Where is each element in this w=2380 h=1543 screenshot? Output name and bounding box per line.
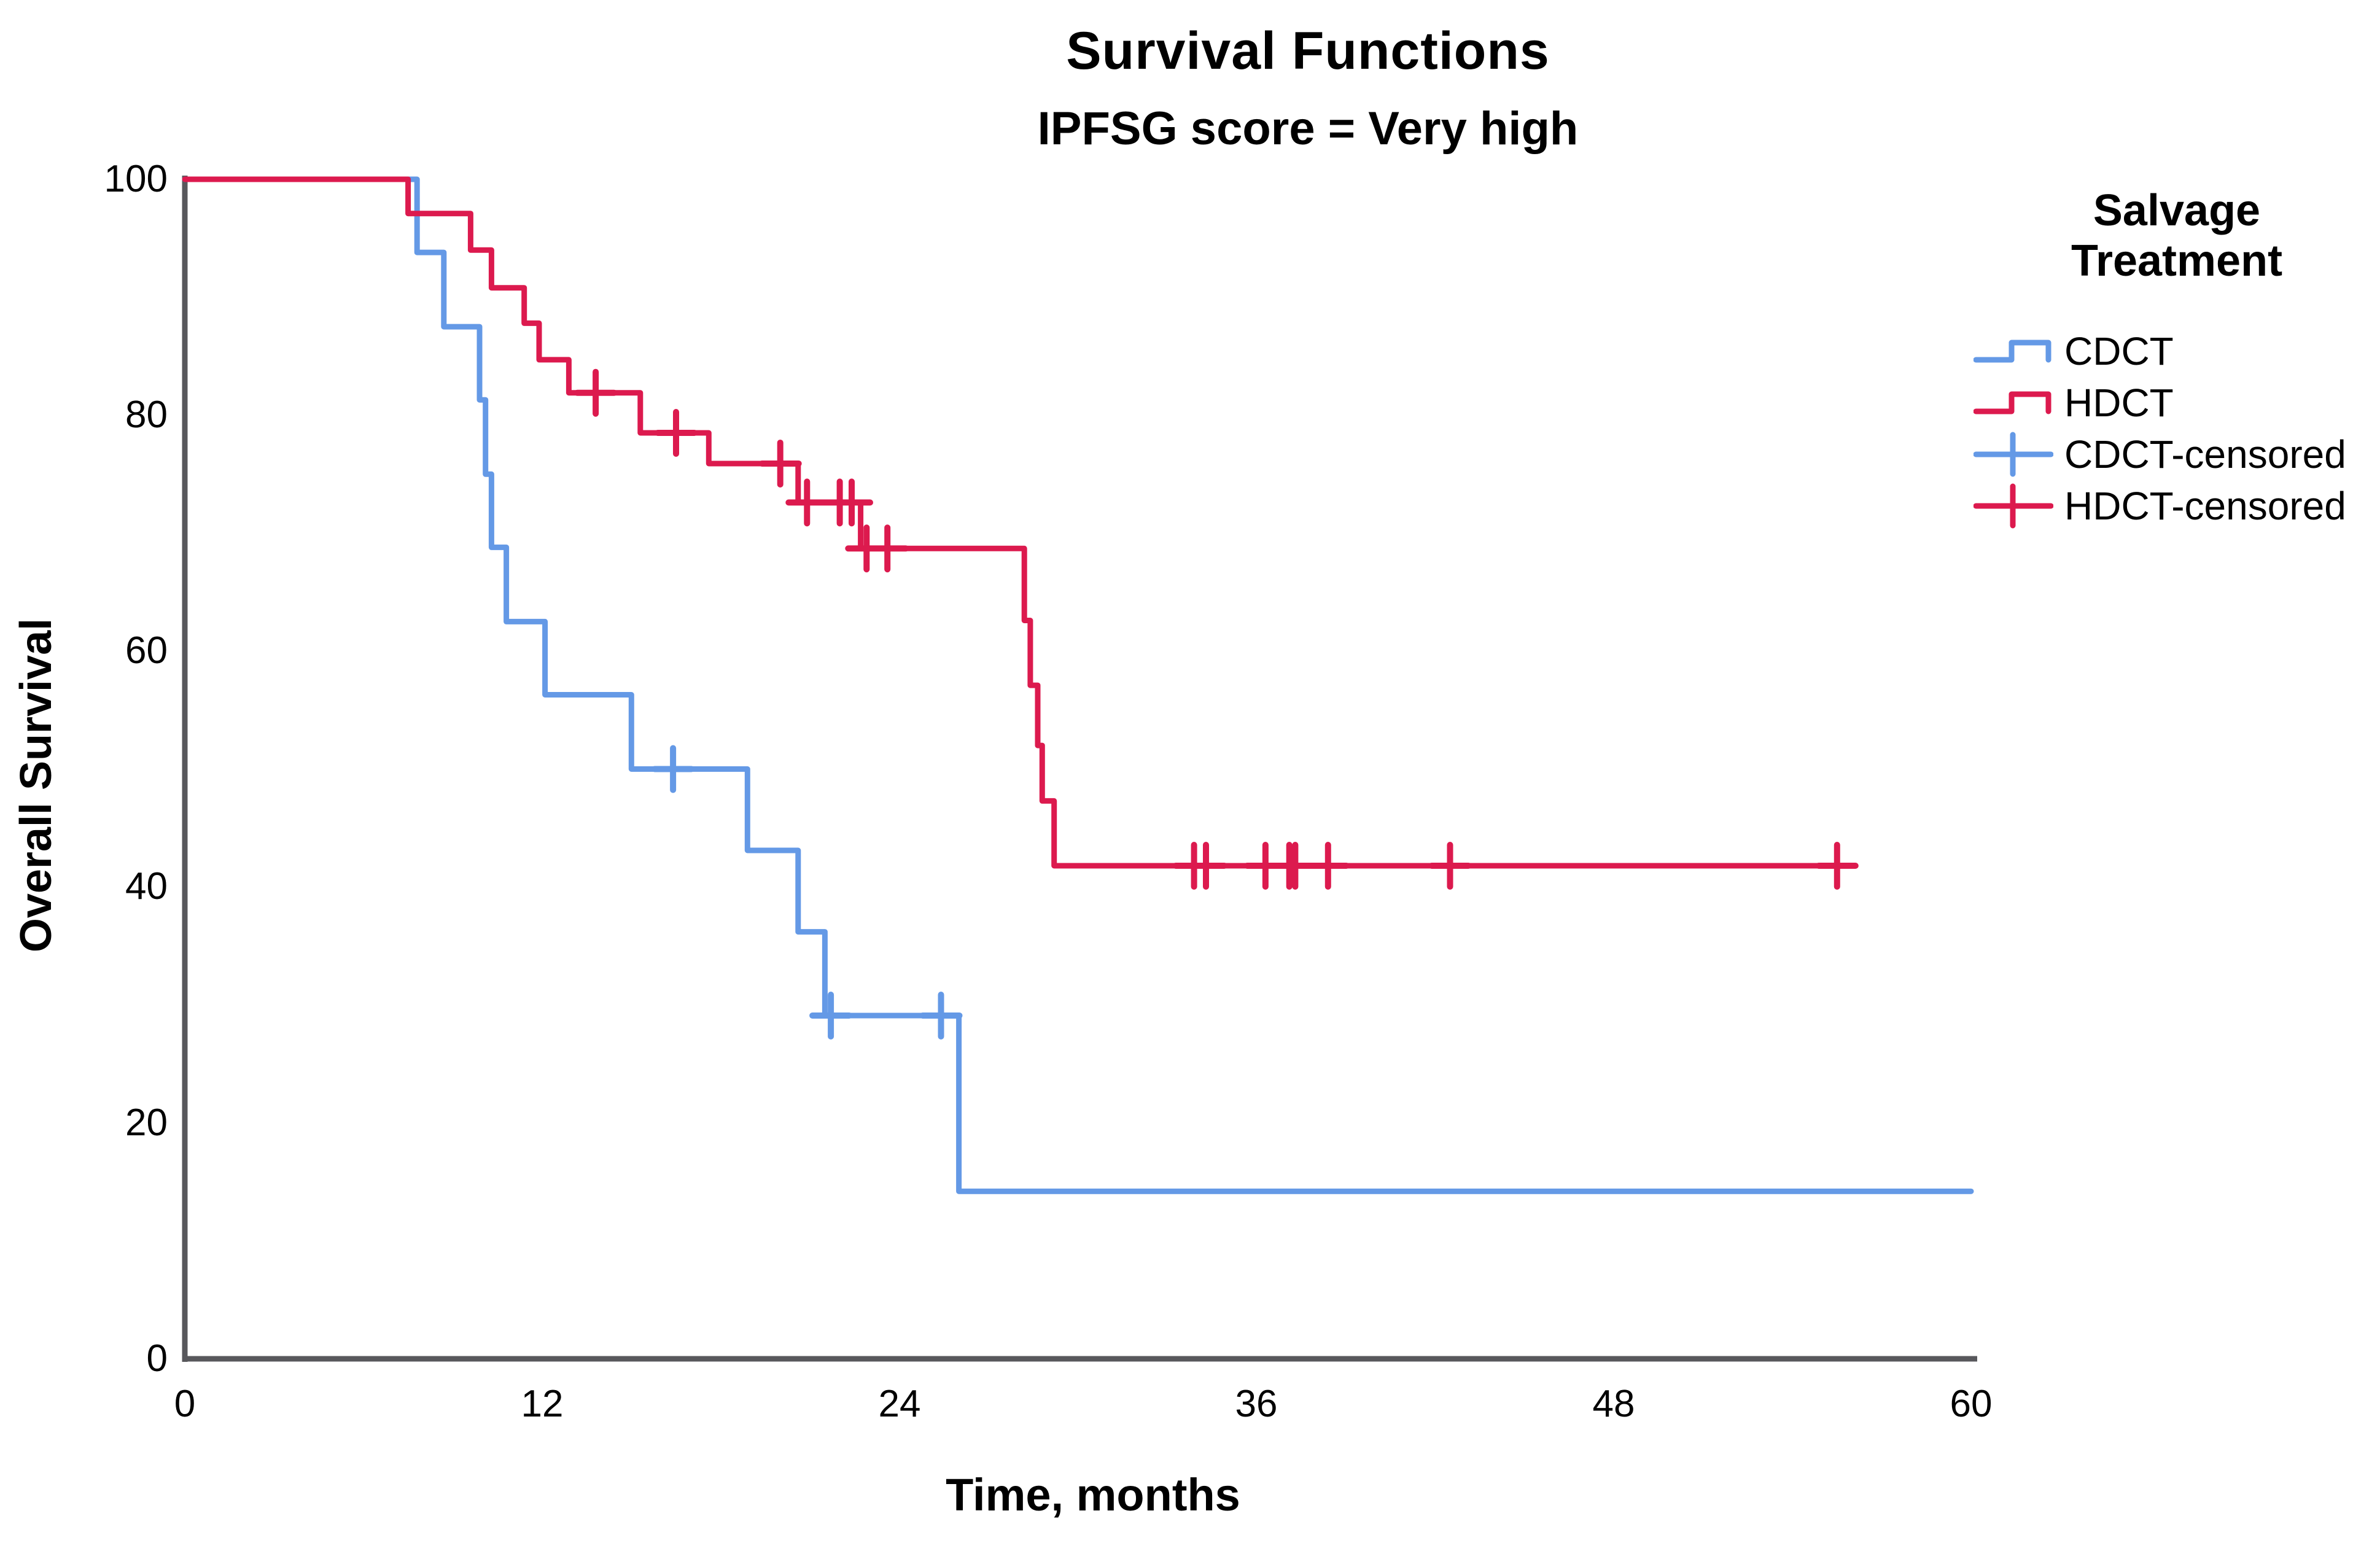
legend: Salvage Treatment CDCT HDCT CDCT-censore… — [1974, 186, 2379, 532]
y-tick-label-100: 100 — [104, 158, 168, 200]
legend-item-hdct-censored: HDCT-censored — [1974, 480, 2379, 532]
x-tick-label-12: 12 — [521, 1383, 564, 1425]
legend-label-hdct-censored: HDCT-censored — [2064, 484, 2346, 528]
hdct-censored-plus-icon — [1974, 483, 2053, 529]
y-tick-label-40: 40 — [125, 865, 168, 908]
x-tick-label-24: 24 — [878, 1383, 921, 1425]
y-tick-label-20: 20 — [125, 1102, 168, 1144]
cdct-step-line-icon — [1974, 340, 2051, 363]
chart-subtitle: IPFSG score = Very high — [1037, 103, 1579, 155]
chart-title: Survival Functions — [1066, 21, 1550, 80]
y-tick-label-80: 80 — [125, 394, 168, 436]
legend-label-hdct: HDCT — [2064, 381, 2174, 425]
x-tick-label-60: 60 — [1950, 1383, 1993, 1425]
x-tick-label-36: 36 — [1235, 1383, 1278, 1425]
legend-title: Salvage Treatment — [2017, 185, 2336, 286]
legend-item-cdct: CDCT — [1974, 325, 2379, 377]
x-tick-label-48: 48 — [1592, 1383, 1635, 1425]
legend-label-cdct-censored: CDCT-censored — [2064, 432, 2346, 476]
y-tick-label-0: 0 — [146, 1337, 168, 1380]
legend-title-line1: Salvage — [2093, 186, 2261, 235]
legend-label-cdct: CDCT — [2064, 329, 2174, 373]
x-tick-label-0: 0 — [174, 1383, 196, 1425]
legend-item-hdct: HDCT — [1974, 377, 2379, 429]
cdct-censored-plus-icon — [1974, 432, 2053, 477]
legend-item-cdct-censored: CDCT-censored — [1974, 429, 2379, 480]
hdct-step-line-icon — [1974, 391, 2051, 414]
legend-title-line2: Treatment — [2071, 236, 2283, 286]
x-axis-title: Time, months — [946, 1469, 1240, 1520]
y-tick-label-60: 60 — [125, 629, 168, 672]
